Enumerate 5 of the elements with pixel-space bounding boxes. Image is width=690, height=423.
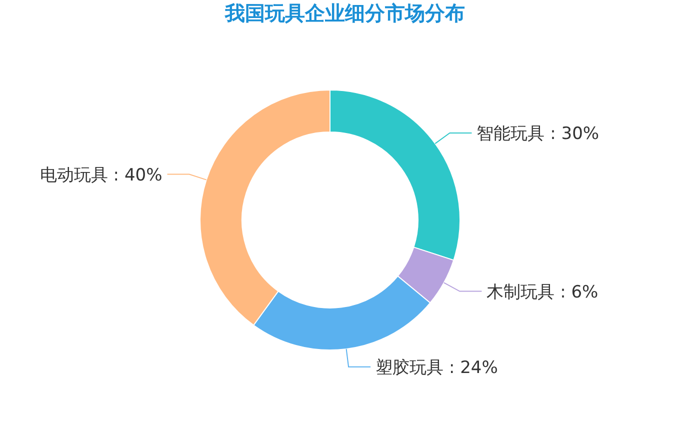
chart-title: 我国玩具企业细分市场分布 bbox=[224, 0, 466, 27]
slice-label: 电动玩具 : 40% bbox=[40, 165, 162, 186]
slice-label: 木制玩具 : 6% bbox=[486, 282, 598, 302]
slice-label: 塑胶玩具 : 24% bbox=[376, 358, 498, 378]
slice-label: 智能玩具 : 30% bbox=[476, 124, 600, 144]
